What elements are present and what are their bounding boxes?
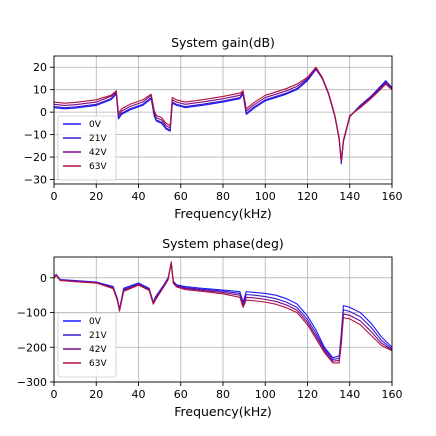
legend-box xyxy=(57,312,117,378)
series-line-63V xyxy=(53,66,393,161)
legend-label: 42V xyxy=(89,148,107,158)
y-tick-label: 10 xyxy=(33,84,47,97)
x-tick-label: 80 xyxy=(216,388,230,401)
y-tick-label: 20 xyxy=(33,61,47,74)
x-tick-label: 160 xyxy=(382,388,403,401)
x-axis-label: Frequency(kHz) xyxy=(174,206,272,221)
series-line-21V xyxy=(53,67,393,164)
x-tick-label: 100 xyxy=(255,388,276,401)
legend-label: 0V xyxy=(89,120,102,130)
series-line-63V xyxy=(53,261,393,364)
y-tick-label: −200 xyxy=(17,341,47,354)
x-tick-label: 140 xyxy=(339,388,360,401)
x-tick-label: 0 xyxy=(51,388,58,401)
y-tick-label: 0 xyxy=(40,272,47,285)
x-tick-label: 80 xyxy=(216,190,230,203)
y-tick-label: −300 xyxy=(17,376,47,389)
chart-title: System gain(dB) xyxy=(171,35,275,50)
y-tick-label: −30 xyxy=(24,174,47,187)
y-tick-label: −100 xyxy=(17,307,47,320)
legend: 0V 21V 42V 63V xyxy=(57,312,117,378)
x-tick-label: 100 xyxy=(255,190,276,203)
x-tick-label: 60 xyxy=(174,190,188,203)
series-line-0V xyxy=(53,68,393,165)
series-line-42V xyxy=(53,67,393,163)
x-tick-label: 120 xyxy=(297,388,318,401)
x-tick-label: 160 xyxy=(382,190,403,203)
x-tick-label: 140 xyxy=(339,190,360,203)
x-tick-label: 20 xyxy=(89,388,103,401)
x-tick-label: 40 xyxy=(132,190,146,203)
legend-label: 21V xyxy=(89,331,107,341)
legend-label: 0V xyxy=(89,317,102,327)
chart-title: System phase(deg) xyxy=(162,236,284,251)
x-tick-label: 40 xyxy=(132,388,146,401)
y-tick-label: −20 xyxy=(24,151,47,164)
x-tick-label: 60 xyxy=(174,388,188,401)
legend-label: 42V xyxy=(89,345,107,355)
legend-box xyxy=(57,115,117,181)
x-tick-label: 120 xyxy=(297,190,318,203)
legend: 0V 21V 42V 63V xyxy=(57,115,117,181)
legend-label: 63V xyxy=(89,162,107,172)
phase-chart: 0 20 40 60 80 100 120 140 160 −300 −200 −100 0 System… xyxy=(17,236,403,419)
x-axis-label: Frequency(kHz) xyxy=(174,404,272,419)
y-tick-label: −10 xyxy=(24,129,47,142)
gain-chart: 0 20 40 60 80 100 120 140 160 −30 −20 −10 0 10 20 Syste… xyxy=(24,35,403,221)
x-tick-label: 20 xyxy=(89,190,103,203)
legend-label: 21V xyxy=(89,134,107,144)
y-tick-label: 0 xyxy=(40,106,47,119)
x-tick-label: 0 xyxy=(51,190,58,203)
legend-label: 63V xyxy=(89,359,107,369)
